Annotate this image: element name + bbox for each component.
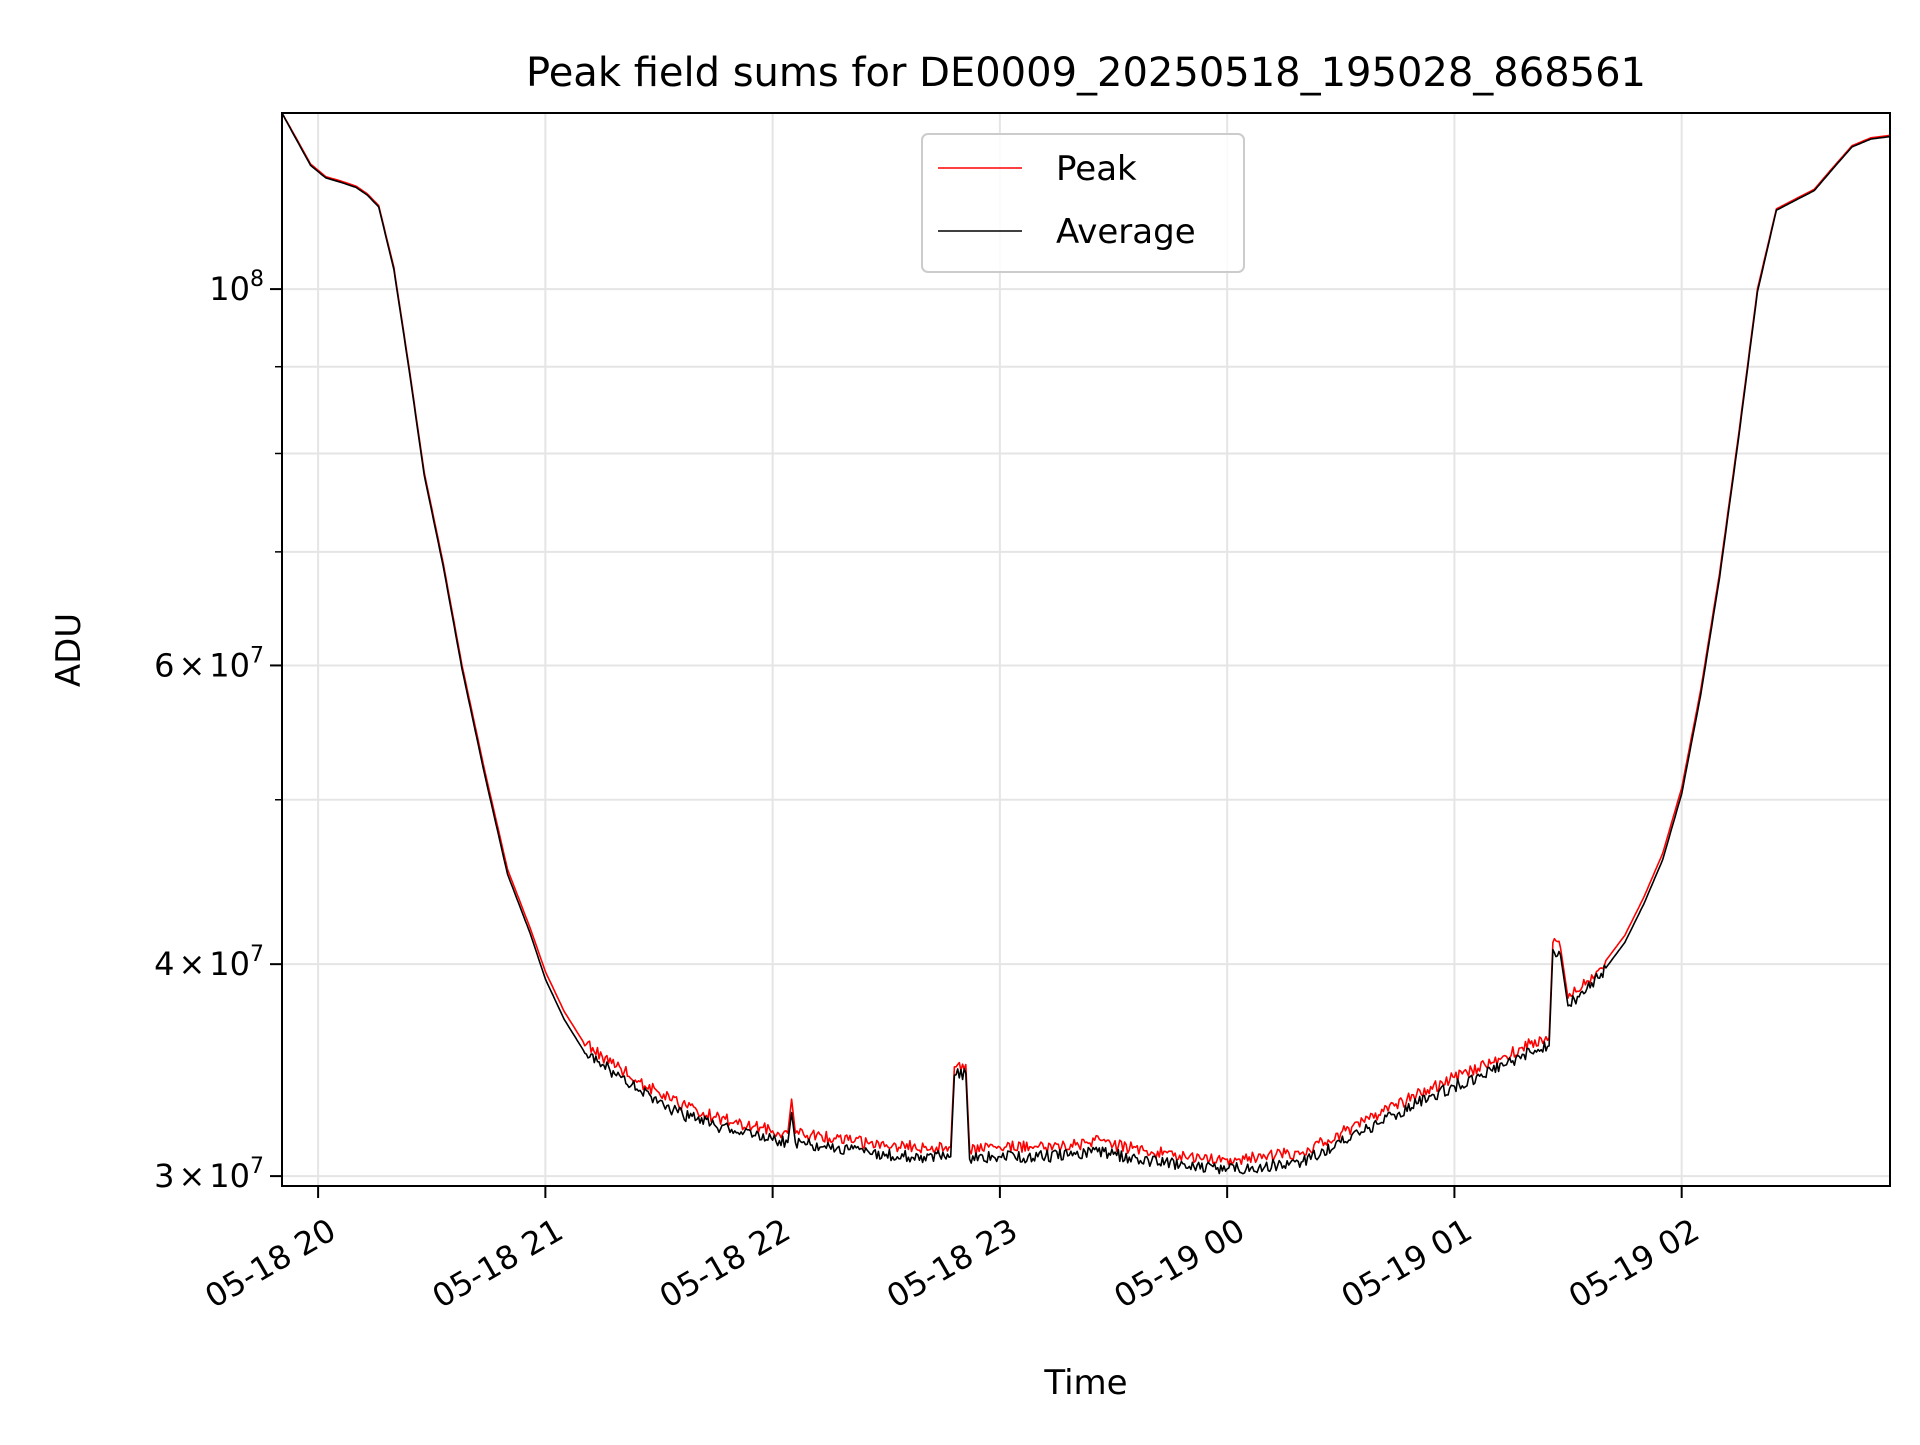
y-tick-label: 108: [209, 267, 264, 308]
y-axis-label: ADU: [49, 613, 89, 687]
series-line-peak: [281, 112, 1891, 1166]
y-tick-label: 6 × 107: [154, 643, 264, 684]
legend-label-average: Average: [1056, 212, 1196, 252]
x-axis-label: Time: [1043, 1363, 1127, 1403]
chart-title: Peak field sums for DE0009_20250518_1950…: [526, 50, 1646, 96]
legend: Peak Average: [921, 133, 1245, 273]
y-tick-label: 4 × 107: [154, 942, 264, 983]
y-tick-label: 3 × 107: [154, 1154, 264, 1195]
series-line-average: [281, 112, 1891, 1175]
plot-frame: [281, 112, 1891, 1187]
legend-label-peak: Peak: [1056, 149, 1137, 189]
series-layer: [281, 112, 1891, 1175]
grid-layer: [282, 113, 1890, 1186]
